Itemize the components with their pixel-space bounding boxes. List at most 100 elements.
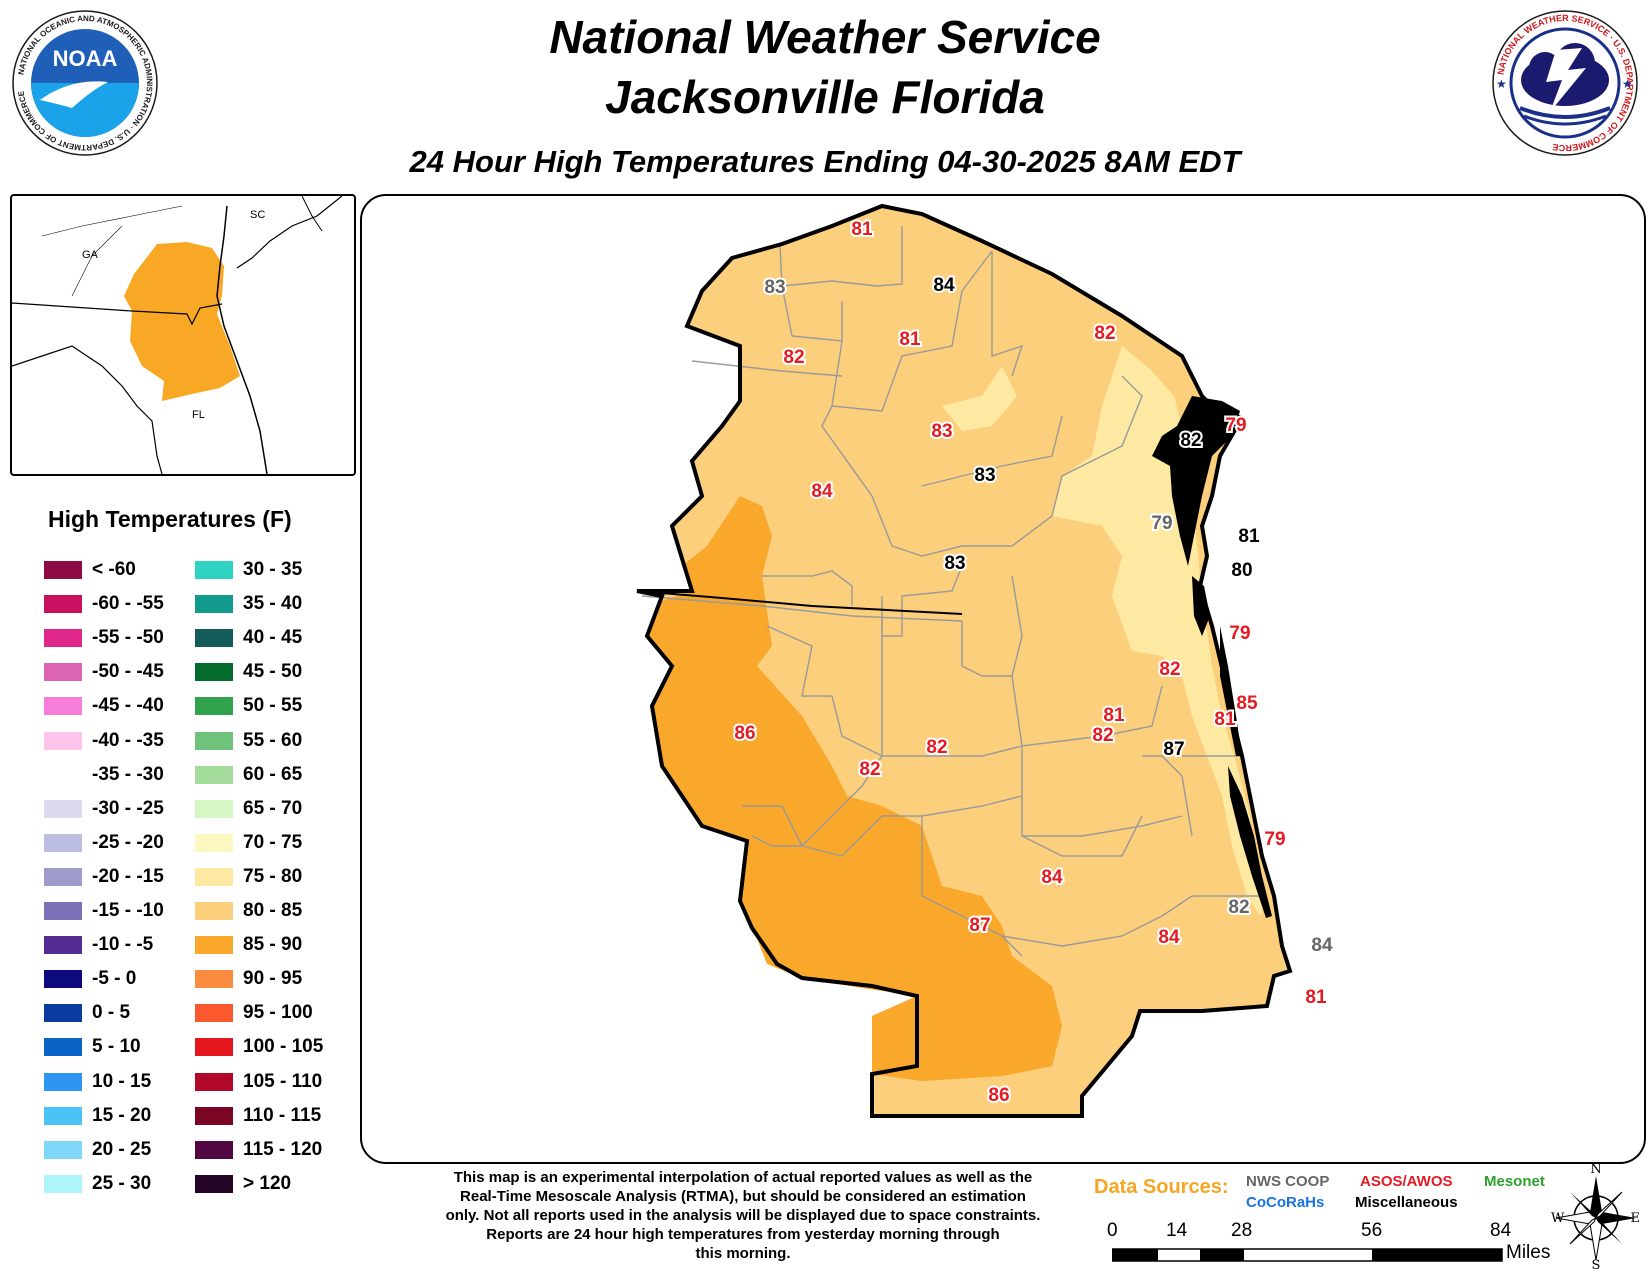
legend-label: 45 - 50 (243, 661, 303, 683)
legend-label: -50 - -45 (92, 661, 164, 683)
legend-swatch (44, 629, 82, 648)
legend-swatch (195, 1004, 233, 1023)
legend-label: 50 - 55 (243, 695, 303, 717)
legend-swatch (195, 561, 233, 579)
legend-swatch (44, 663, 82, 682)
observation-value: 84 (933, 275, 955, 296)
observation-value: 83 (931, 421, 952, 442)
legend-item: 115 - 120 (195, 1136, 322, 1164)
legend-item: 5 - 10 (44, 1033, 141, 1061)
legend-label: > 120 (243, 1172, 292, 1194)
legend-label: 35 - 40 (243, 593, 303, 615)
legend-label: 10 - 15 (92, 1070, 152, 1092)
legend-item: 80 - 85 (195, 897, 302, 925)
legend-item: 10 - 15 (44, 1068, 151, 1096)
legend-label: 55 - 60 (243, 729, 303, 751)
observation-value: 81 (899, 329, 921, 350)
scale-tick-label: 56 (1361, 1220, 1383, 1241)
compass-rose-icon: N S W E (1551, 1162, 1641, 1270)
observation-value: 82 (1094, 323, 1115, 344)
legend-item: -25 - -20 (44, 829, 164, 857)
legend-item: 95 - 100 (195, 999, 313, 1027)
legend-item: 65 - 70 (195, 795, 302, 823)
source-miscellaneous: Miscellaneous (1355, 1194, 1458, 1211)
data-sources-label: Data Sources: (1094, 1176, 1229, 1198)
legend-item: 110 - 115 (195, 1102, 321, 1130)
compass-w: W (1551, 1211, 1565, 1226)
legend-item: -45 - -40 (44, 692, 164, 720)
state-boundary-line (636, 590, 963, 615)
legend-label: -55 - -50 (92, 627, 164, 649)
legend-swatch (195, 1106, 233, 1125)
legend-label: -20 - -15 (92, 865, 164, 887)
legend-label: -25 - -20 (92, 831, 164, 853)
observation-value: 81 (1103, 705, 1125, 726)
legend-item: 25 - 30 (44, 1170, 151, 1198)
source-nws-coop: NWS COOP (1246, 1173, 1330, 1190)
observation-value: 84 (1311, 935, 1333, 956)
legend-item: -55 - -50 (44, 624, 164, 652)
legend-swatch (44, 765, 82, 784)
legend-swatch (44, 1140, 82, 1159)
legend-swatch (44, 799, 82, 818)
legend-label: 85 - 90 (243, 934, 303, 956)
legend-label: 95 - 100 (243, 1002, 313, 1024)
legend-item: -30 - -25 (44, 795, 164, 823)
observation-value: 82 (1228, 897, 1249, 918)
legend-item: -50 - -45 (44, 658, 164, 686)
compass-e: E (1631, 1211, 1641, 1226)
inset-label-fl: FL (192, 409, 205, 421)
region-75-80-north (942, 366, 1017, 431)
observation-value: 82 (1180, 430, 1201, 451)
legend-item: > 120 (195, 1170, 291, 1198)
title-line-1: National Weather Service (549, 11, 1101, 63)
legend-swatch (195, 663, 233, 682)
legend-swatch (195, 731, 233, 750)
compass-s: S (1592, 1258, 1601, 1270)
observation-value: 87 (1163, 739, 1184, 760)
observation-value: 79 (1151, 513, 1172, 534)
legend-item: 30 - 35 (195, 556, 302, 584)
legend-swatch (44, 970, 82, 989)
observation-value: 84 (1158, 927, 1180, 948)
legend-label: -35 - -30 (92, 763, 164, 785)
legend-item: -60 - -55 (44, 590, 164, 618)
legend-item: 70 - 75 (195, 829, 302, 857)
noaa-center-text: NOAA (53, 46, 118, 71)
inset-label-sc: SC (250, 209, 265, 221)
disclaimer-line: only. Not all reports used in the analys… (445, 1207, 1041, 1224)
legend-label: 60 - 65 (243, 763, 303, 785)
legend-swatch (44, 833, 82, 852)
observation-value: 80 (1231, 560, 1252, 581)
legend-item: 75 - 80 (195, 863, 302, 891)
legend-label: 75 - 80 (243, 865, 303, 887)
legend-item: 100 - 105 (195, 1033, 323, 1061)
legend-swatch (195, 765, 233, 784)
legend-swatch (195, 629, 233, 648)
star-icon: ★ (1496, 77, 1507, 91)
legend-label: 15 - 20 (92, 1104, 152, 1126)
legend-swatch (44, 1038, 82, 1057)
legend-swatch (44, 902, 82, 920)
observation-value: 82 (1159, 659, 1180, 680)
legend-swatch (195, 1140, 233, 1159)
legend-label: 0 - 5 (92, 1002, 131, 1024)
legend-swatch (195, 697, 233, 716)
legend-swatch (195, 799, 233, 818)
source-mesonet: Mesonet (1484, 1173, 1545, 1190)
legend-item: 60 - 65 (195, 761, 302, 789)
legend-item: -40 - -35 (44, 727, 164, 755)
source-asos-awos: ASOS/AWOS (1360, 1173, 1453, 1190)
temperature-map-frame: 81 83 84 82 81 82 83 82 79 83 84 79 83 81 80 79 82 85 86 82… (360, 194, 1646, 1164)
observation-value: 83 (764, 277, 785, 298)
region-85-90-south (872, 946, 1062, 1081)
legend-label: 30 - 35 (243, 559, 303, 580)
observation-value: 79 (1225, 415, 1246, 436)
inset-label-ga: GA (82, 249, 99, 261)
legend-swatch (44, 1174, 82, 1193)
region-85-90-west (647, 496, 1062, 1081)
legend-swatch (195, 1174, 233, 1193)
inset-highlight-region (124, 242, 240, 401)
